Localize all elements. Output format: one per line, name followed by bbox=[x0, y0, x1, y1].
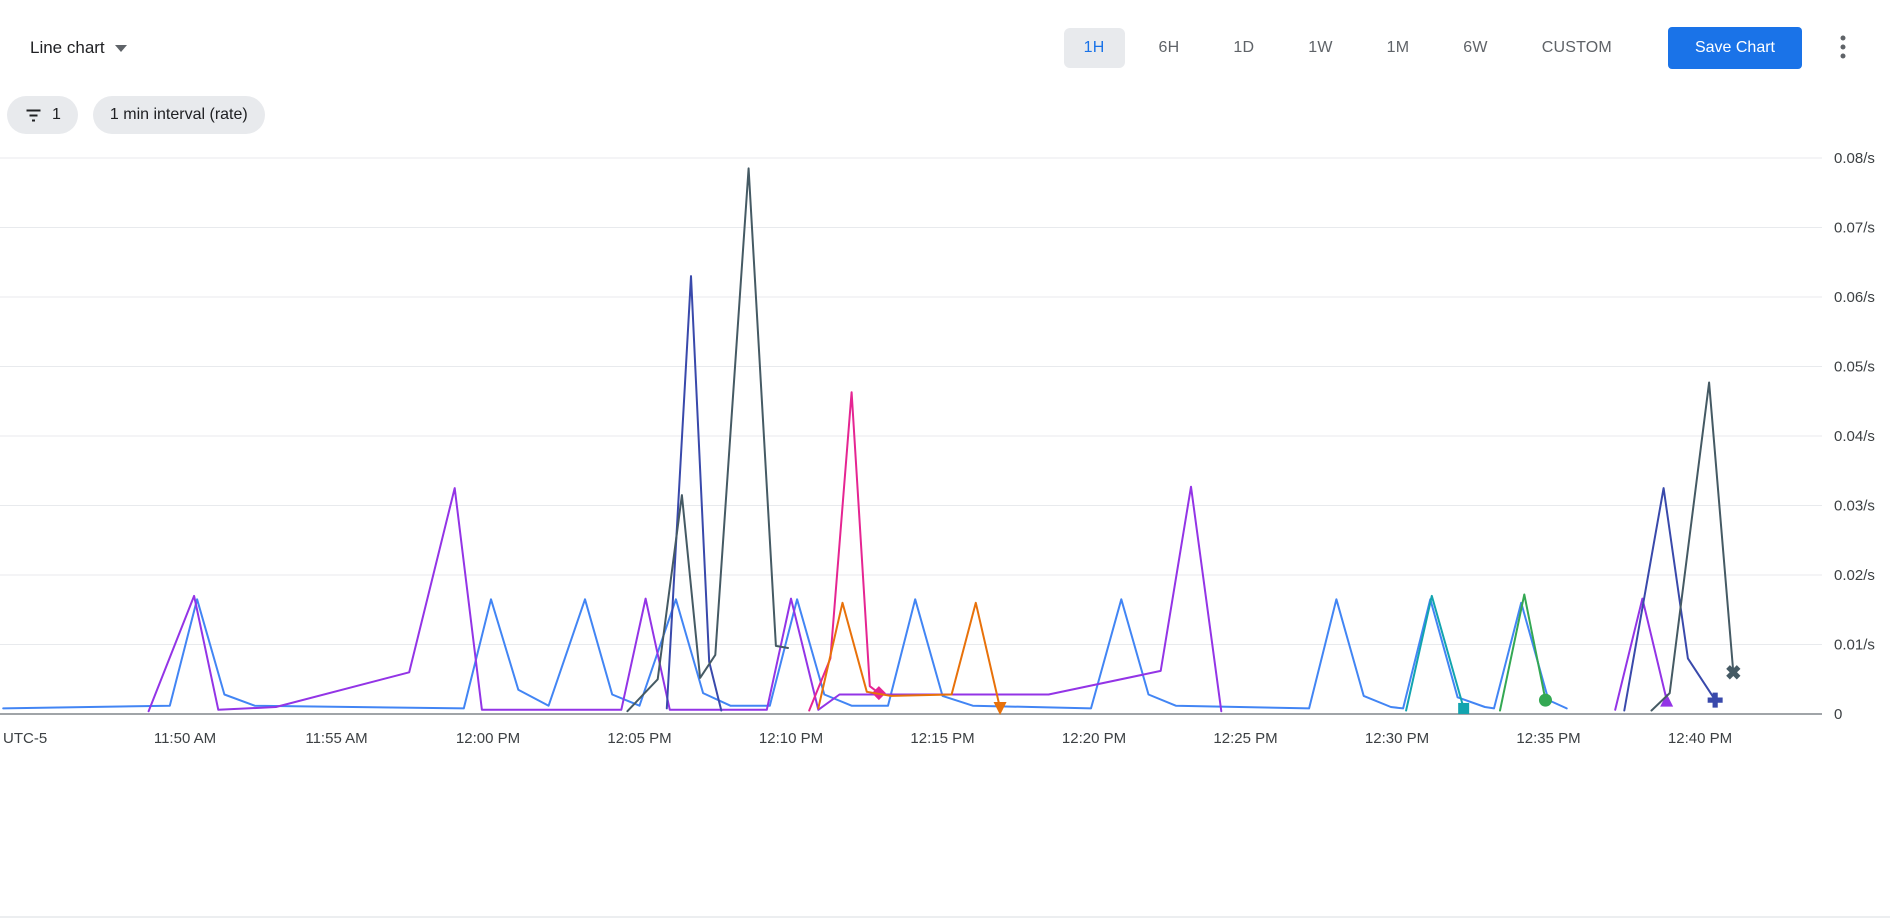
time-range-group: 1H 6H 1D 1W 1M 6W CUSTOM bbox=[1063, 28, 1632, 68]
save-chart-button[interactable]: Save Chart bbox=[1667, 27, 1802, 69]
kebab-menu-icon bbox=[1840, 35, 1846, 58]
time-range-1m[interactable]: 1M bbox=[1367, 28, 1430, 68]
svg-text:0.03/s: 0.03/s bbox=[1834, 498, 1875, 515]
line-chart-canvas[interactable]: 11:50 AM 11:55 AM 12:00 PM 12:05 PM 12:10 PM… bbox=[0, 150, 1890, 770]
filter-count-label: 1 bbox=[52, 106, 61, 123]
svg-text:11:50 AM: 11:50 AM bbox=[154, 730, 216, 747]
time-range-1h[interactable]: 1H bbox=[1063, 28, 1125, 68]
svg-text:12:15 PM: 12:15 PM bbox=[910, 730, 974, 747]
svg-text:12:05 PM: 12:05 PM bbox=[607, 730, 671, 747]
svg-text:11:55 AM: 11:55 AM bbox=[305, 730, 367, 747]
svg-text:12:00 PM: 12:00 PM bbox=[456, 730, 520, 747]
svg-text:12:40 PM: 12:40 PM bbox=[1668, 730, 1732, 747]
svg-text:0.02/s: 0.02/s bbox=[1834, 567, 1875, 584]
time-range-custom[interactable]: CUSTOM bbox=[1522, 28, 1632, 68]
svg-text:0: 0 bbox=[1834, 706, 1842, 723]
interval-chip[interactable]: 1 min interval (rate) bbox=[92, 96, 265, 134]
time-range-6h[interactable]: 6H bbox=[1139, 28, 1200, 68]
svg-text:12:25 PM: 12:25 PM bbox=[1213, 730, 1277, 747]
svg-text:0.01/s: 0.01/s bbox=[1834, 637, 1875, 654]
svg-text:12:20 PM: 12:20 PM bbox=[1062, 730, 1126, 747]
svg-text:12:10 PM: 12:10 PM bbox=[759, 730, 823, 747]
bottom-divider bbox=[0, 916, 1890, 918]
time-range-6w[interactable]: 6W bbox=[1443, 28, 1507, 68]
svg-text:0.07/s: 0.07/s bbox=[1834, 220, 1875, 237]
svg-text:12:35 PM: 12:35 PM bbox=[1516, 730, 1580, 747]
chart-type-dropdown[interactable]: Line chart bbox=[30, 38, 127, 58]
time-range-1d[interactable]: 1D bbox=[1213, 28, 1274, 68]
svg-text:0.04/s: 0.04/s bbox=[1834, 428, 1875, 445]
filter-count-chip[interactable]: 1 bbox=[7, 96, 78, 134]
chart-type-label: Line chart bbox=[30, 38, 105, 57]
filter-chips-row: 1 1 min interval (rate) bbox=[0, 96, 1890, 134]
svg-text:0.05/s: 0.05/s bbox=[1834, 359, 1875, 376]
interval-chip-label: 1 min interval (rate) bbox=[109, 106, 248, 123]
svg-text:UTC-5: UTC-5 bbox=[3, 730, 47, 747]
caret-down-icon bbox=[114, 44, 127, 52]
svg-text:12:30 PM: 12:30 PM bbox=[1365, 730, 1429, 747]
svg-text:0.06/s: 0.06/s bbox=[1834, 289, 1875, 306]
time-range-1w[interactable]: 1W bbox=[1288, 28, 1352, 68]
chart-toolbar: Line chart 1H 6H 1D 1W 1M 6W CUSTOM Save… bbox=[0, 0, 1890, 96]
more-options-button[interactable] bbox=[1826, 27, 1860, 70]
svg-text:0.08/s: 0.08/s bbox=[1834, 150, 1875, 167]
filter-list-icon bbox=[26, 109, 41, 121]
